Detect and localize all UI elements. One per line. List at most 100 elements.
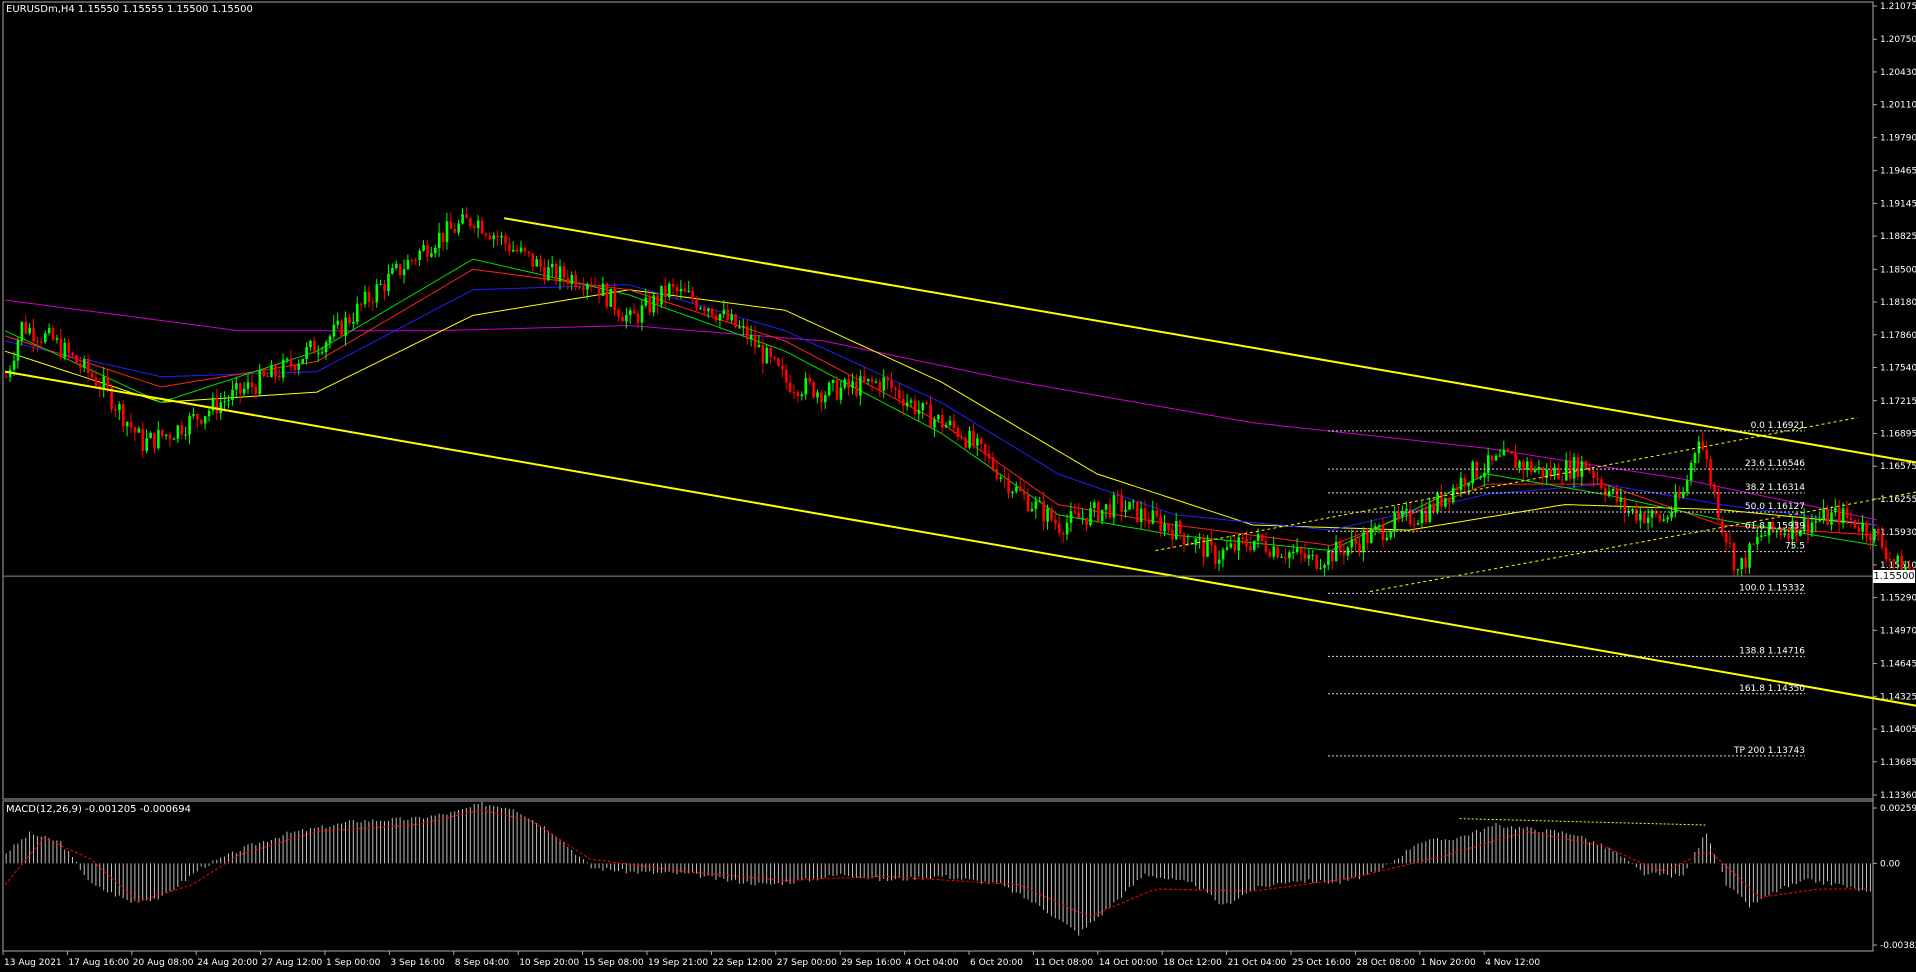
bear-candle: [1678, 493, 1681, 498]
macd-histogram: [4, 801, 1871, 936]
bear-candle: [133, 427, 137, 433]
bear-candle: [1050, 508, 1053, 520]
bull-candle: [320, 352, 324, 354]
bull-candle: [558, 266, 562, 282]
bear-candle: [1342, 550, 1346, 556]
bull-candle: [336, 320, 340, 325]
bull-candle: [1459, 477, 1463, 491]
bear-candle: [1888, 559, 1892, 561]
bull-candle: [328, 336, 332, 343]
bull-candle: [1740, 558, 1744, 570]
bear-candle: [1709, 459, 1712, 485]
bull-candle: [83, 359, 86, 368]
bull-candle: [1526, 461, 1529, 470]
bull-candle: [1132, 501, 1135, 503]
bull-candle: [305, 347, 308, 360]
channel-upper-line: [504, 217, 1916, 464]
bull-candle: [125, 422, 129, 427]
bull-candle: [1128, 501, 1131, 510]
bear-candle: [1869, 536, 1872, 541]
bull-candle: [948, 420, 952, 426]
symbol-info: EURUSDm,H4 1.15550 1.15555 1.15500 1.155…: [6, 4, 253, 15]
bull-candle: [1319, 567, 1322, 569]
bull-candle: [707, 308, 710, 312]
bull-candle: [1221, 549, 1225, 560]
time-tick-label: 17 Aug 16:00: [68, 958, 129, 968]
bear-candle: [1643, 513, 1646, 523]
bull-candle: [1685, 480, 1689, 493]
bull-candle: [1451, 487, 1455, 503]
bear-candle: [539, 259, 542, 267]
time-tick-label: 1 Sep 00:00: [326, 958, 381, 968]
bear-candle: [617, 310, 620, 317]
bull-candle: [1533, 469, 1537, 473]
bear-candle: [1019, 486, 1022, 492]
bear-candle: [1003, 477, 1006, 479]
bull-candle: [1346, 547, 1350, 556]
bull-candle: [668, 283, 671, 298]
bull-candle: [332, 324, 336, 337]
price-tick-label: 1.13360: [1880, 791, 1916, 801]
bear-candle: [523, 247, 527, 252]
bear-candle: [1171, 529, 1174, 540]
bull-candle: [512, 249, 515, 252]
fib-level-label: 38.2 1.16314: [1745, 483, 1805, 493]
time-tick-label: 18 Oct 12:00: [1163, 958, 1222, 968]
bull-candle: [738, 326, 741, 328]
bull-candle: [944, 425, 948, 428]
bear-candle: [1475, 461, 1478, 478]
bear-candle: [769, 347, 772, 357]
bull-candle: [1565, 460, 1568, 481]
bear-candle: [1214, 545, 1217, 564]
bull-candle: [1693, 453, 1697, 463]
bull-candle: [1229, 543, 1233, 548]
bull-candle: [391, 267, 394, 274]
bear-candle: [1724, 532, 1728, 543]
macd-signal-line: [4, 809, 1870, 918]
bull-candle: [363, 291, 367, 305]
bear-candle: [153, 432, 156, 449]
bull-candle: [227, 400, 230, 402]
time-tick-label: 13 Aug 2021: [4, 958, 62, 968]
bear-candle: [1721, 518, 1724, 533]
time-tick-label: 27 Sep 00:00: [777, 958, 837, 968]
bull-candle: [1436, 493, 1439, 512]
bear-candle: [414, 259, 418, 261]
bull-candle: [500, 235, 503, 238]
bear-candle: [792, 391, 796, 393]
bull-candle: [1093, 502, 1096, 509]
bear-candle: [496, 235, 499, 238]
bull-candle: [164, 434, 168, 437]
bear-candle: [781, 365, 784, 370]
bear-candle: [371, 301, 375, 303]
bull-candle: [1038, 501, 1042, 503]
bear-candle: [1849, 517, 1853, 520]
bull-candle: [352, 322, 355, 324]
bull-candle: [118, 404, 121, 411]
bear-candle: [1159, 516, 1162, 532]
bull-candle: [1444, 497, 1447, 507]
bear-candle: [1264, 541, 1268, 552]
bull-candle: [379, 283, 382, 285]
bear-candle: [582, 287, 585, 290]
bear-candle: [278, 376, 281, 378]
bull-candle: [1046, 508, 1049, 522]
bear-candle: [441, 232, 445, 243]
bear-candle: [554, 263, 558, 282]
bull-candle: [570, 274, 574, 284]
bull-candle: [1802, 517, 1806, 531]
bear-candle: [168, 434, 172, 440]
bear-candle: [648, 297, 652, 313]
bear-candle: [847, 379, 850, 388]
bear-candle: [1865, 522, 1868, 537]
bear-candle: [1424, 510, 1428, 522]
price-tick-label: 1.17215: [1880, 397, 1916, 407]
bull-candle: [297, 363, 301, 371]
bear-candle: [1190, 543, 1194, 545]
bull-candle: [1830, 512, 1833, 525]
bear-candle: [1182, 533, 1186, 545]
bear-candle: [1514, 453, 1517, 468]
bear-candle: [114, 408, 117, 411]
bear-candle: [141, 428, 145, 451]
bear-candle: [1077, 512, 1081, 518]
